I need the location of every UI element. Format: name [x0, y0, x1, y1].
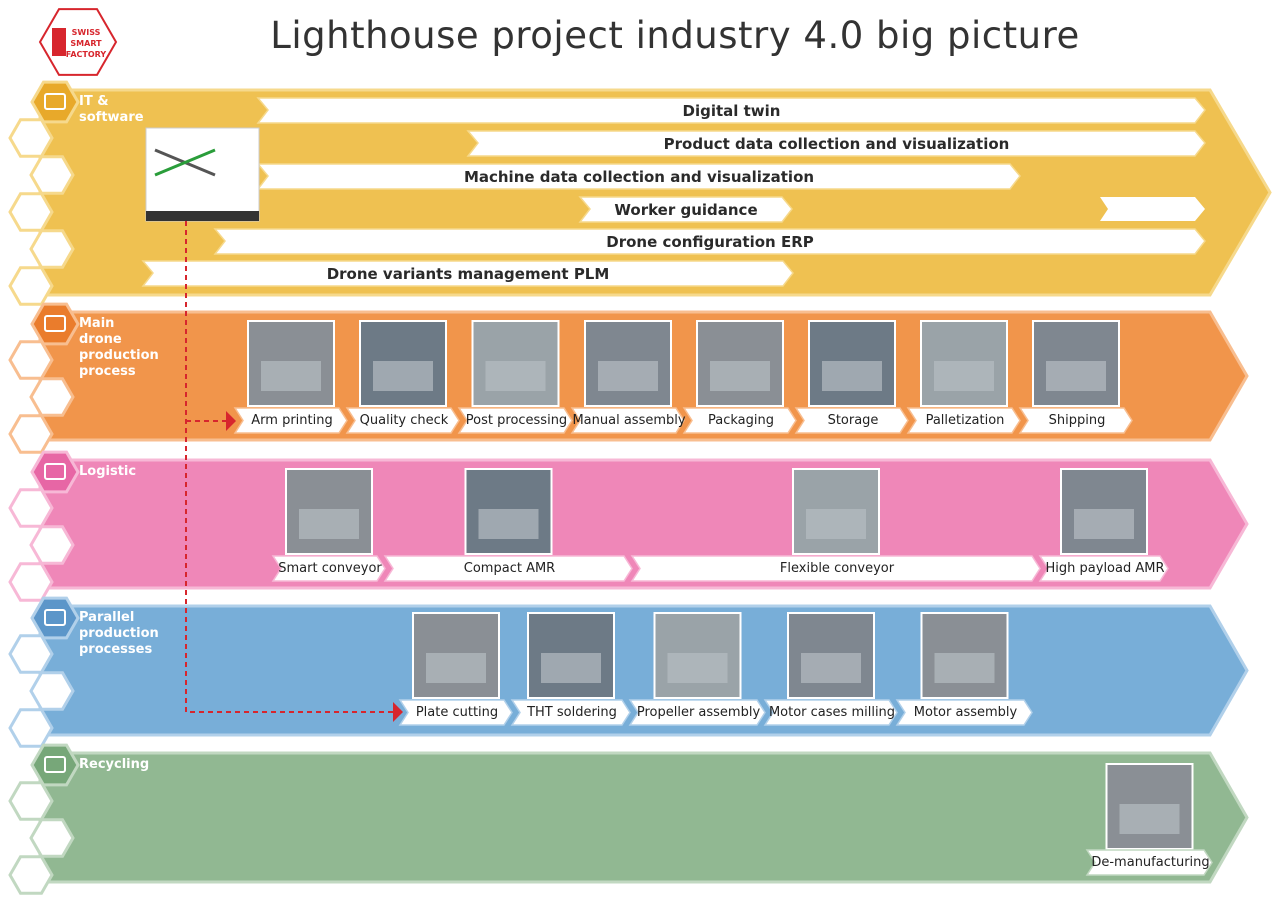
- photo-detail: [1046, 361, 1106, 391]
- software-bar-label: Digital twin: [258, 98, 1205, 123]
- photo-detail: [668, 653, 728, 683]
- step-label: Plate cutting: [406, 700, 508, 725]
- hexagon: [31, 231, 73, 267]
- screenshot: [146, 128, 259, 221]
- step-label: Packaging: [690, 408, 792, 433]
- hexagon: [31, 157, 73, 193]
- photo-detail: [541, 653, 601, 683]
- software-bar: [1100, 197, 1205, 221]
- photo-detail: [935, 653, 995, 683]
- photo-detail: [598, 361, 658, 391]
- photo-detail: [801, 653, 861, 683]
- photo-detail: [710, 361, 770, 391]
- lane-icon: [32, 745, 78, 785]
- lane-icon: [32, 598, 78, 638]
- step-label: Arm printing: [241, 408, 343, 433]
- photo-detail: [373, 361, 433, 391]
- hexagon: [10, 120, 52, 156]
- hexagon: [10, 857, 52, 893]
- logo-text: SWISS: [64, 27, 108, 38]
- hexagon: [31, 820, 73, 856]
- logo-text: FACTORY: [64, 49, 108, 60]
- software-bar-label: Machine data collection and visualizatio…: [258, 164, 1020, 189]
- lane-icon: [32, 452, 78, 492]
- photo-detail: [486, 361, 546, 391]
- step-label: Motor cases milling: [771, 700, 893, 725]
- lane-arrow: [40, 753, 1247, 882]
- photo-detail: [822, 361, 882, 391]
- step-label: Shipping: [1026, 408, 1128, 433]
- step-label: High payload AMR: [1046, 556, 1164, 581]
- lane-icon: [32, 82, 78, 122]
- step-label: Compact AMR: [391, 556, 628, 581]
- hexagon: [10, 416, 52, 452]
- step-label: Quality check: [353, 408, 455, 433]
- software-bar-label: Drone variants management PLM: [143, 261, 793, 286]
- photo-detail: [426, 653, 486, 683]
- step-label: Smart conveyor: [279, 556, 381, 581]
- hexagon: [31, 673, 73, 709]
- hexagon: [10, 783, 52, 819]
- photo-detail: [261, 361, 321, 391]
- hexagon: [10, 710, 52, 746]
- step-label: Post processing: [465, 408, 568, 433]
- step-label: De-manufacturing: [1093, 850, 1208, 875]
- software-bar-label: Worker guidance: [580, 197, 792, 222]
- screenshot-bar: [146, 211, 259, 221]
- step-label: Flexible conveyor: [638, 556, 1036, 581]
- lane-label: Parallel production processes: [79, 610, 159, 670]
- lane-icon: [32, 304, 78, 344]
- step-label: Palletization: [914, 408, 1016, 433]
- hexagon: [31, 379, 73, 415]
- photo-detail: [1120, 804, 1180, 834]
- hexagon: [10, 342, 52, 378]
- hexagon: [10, 194, 52, 230]
- photo-detail: [479, 509, 539, 539]
- lane-label: Logistic: [79, 464, 159, 524]
- step-label: Manual assembly: [578, 408, 680, 433]
- lane-label: Recycling: [79, 757, 159, 817]
- software-bar-label: Drone configuration ERP: [215, 229, 1205, 254]
- step-label: Storage: [802, 408, 904, 433]
- step-label: Motor assembly: [903, 700, 1028, 725]
- logo-text: SMART: [64, 38, 108, 49]
- photo-detail: [934, 361, 994, 391]
- photo-detail: [299, 509, 359, 539]
- hexagon: [10, 490, 52, 526]
- hexagon: [10, 564, 52, 600]
- page: SWISSSMARTFACTORY Lighthouse project indu…: [0, 0, 1272, 897]
- title: Lighthouse project industry 4.0 big pict…: [300, 10, 1050, 60]
- hexagon: [31, 527, 73, 563]
- software-bar-label: Product data collection and visualizatio…: [468, 131, 1205, 156]
- hexagon: [10, 636, 52, 672]
- photo-detail: [806, 509, 866, 539]
- photo-detail: [1074, 509, 1134, 539]
- step-label: Propeller assembly: [636, 700, 761, 725]
- hexagon: [10, 268, 52, 304]
- lane-label: Main drone production process: [79, 316, 159, 376]
- step-label: THT soldering: [518, 700, 626, 725]
- lane-label: IT & software: [79, 94, 159, 154]
